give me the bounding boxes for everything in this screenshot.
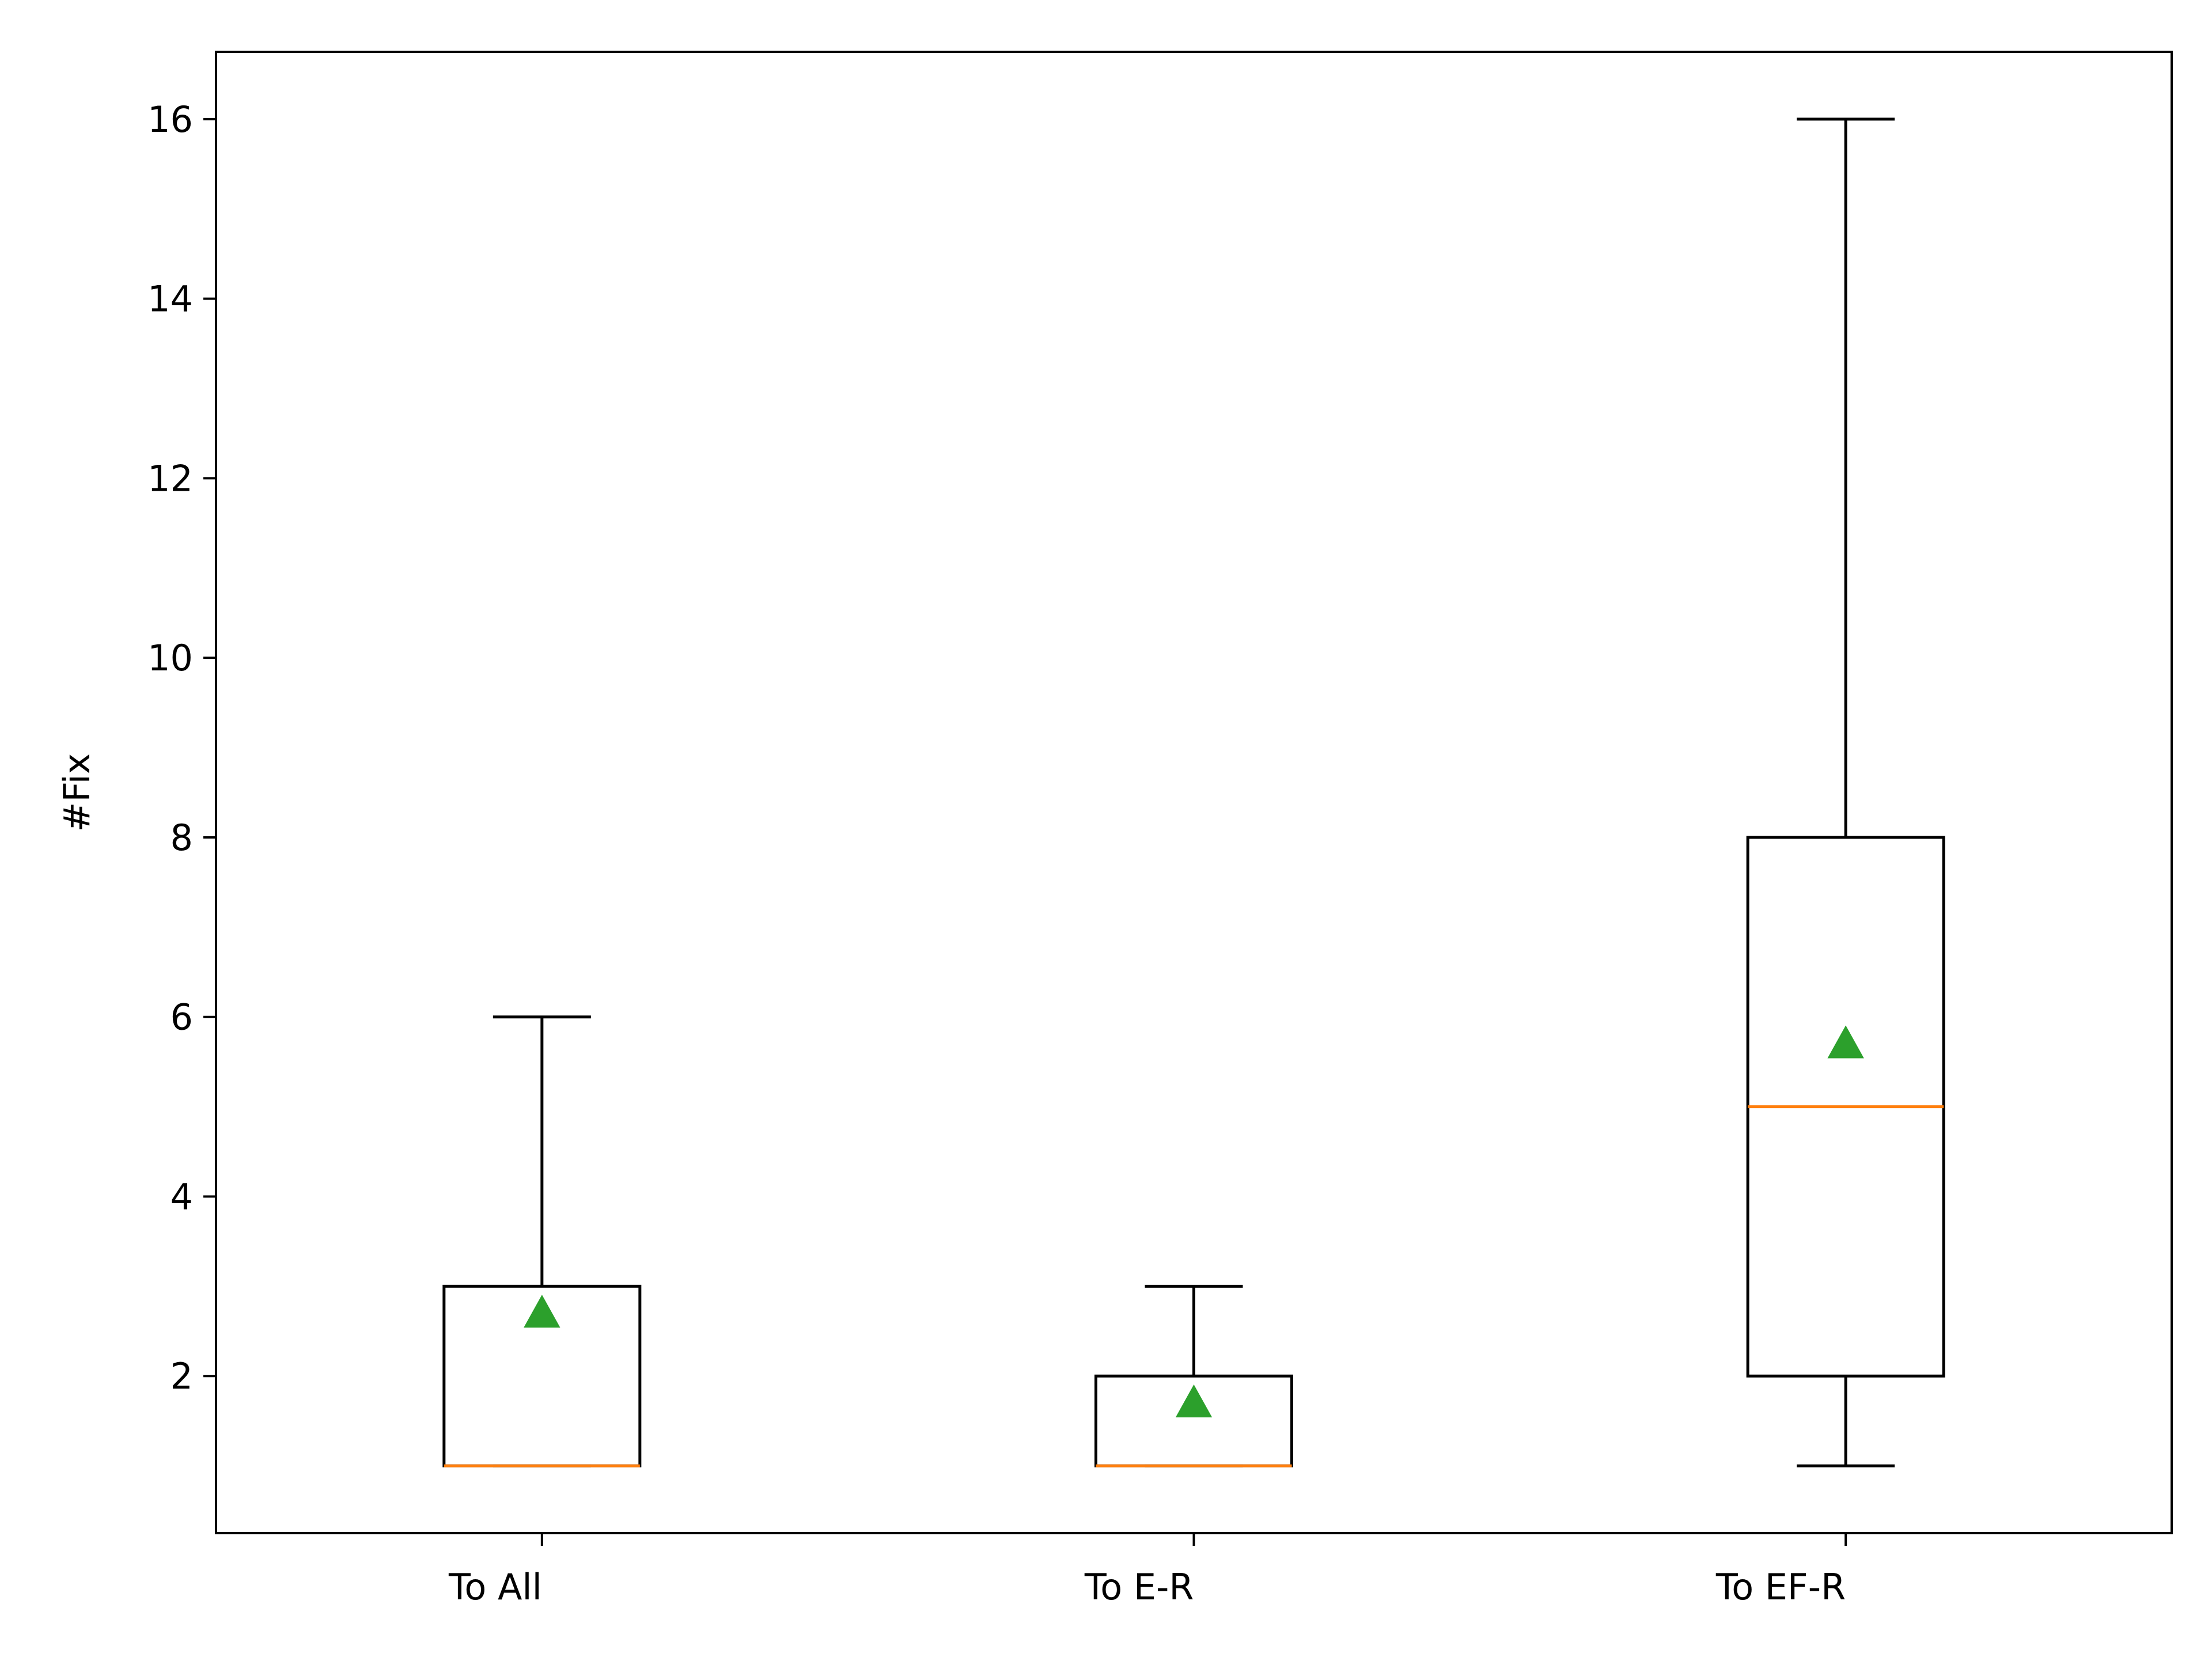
y-tick-label: 8: [171, 817, 193, 859]
x-axis-ticks: To All To E-R To EF-R: [448, 1533, 1847, 1608]
y-tick-label: 6: [171, 996, 193, 1038]
box-group: [1094, 1284, 1293, 1467]
y-tick-label: 14: [147, 278, 193, 320]
x-tick-label: To All: [448, 1566, 542, 1608]
y-tick-label: 4: [171, 1175, 193, 1218]
x-tick-label: To EF-R: [1715, 1566, 1846, 1608]
mean-marker: [1175, 1384, 1213, 1417]
y-tick-label: 12: [147, 457, 193, 499]
box-group: [442, 1015, 642, 1467]
mean-marker: [524, 1295, 560, 1328]
box-group: [1746, 117, 1945, 1467]
mean-marker: [1827, 1025, 1864, 1059]
plot-area: [442, 117, 1945, 1467]
y-tick-label: 2: [171, 1355, 193, 1397]
x-tick-label: To E-R: [1084, 1566, 1194, 1608]
y-axis-label: #Fix: [56, 753, 98, 832]
y-tick-label: 10: [147, 637, 193, 679]
y-tick-label: 16: [147, 98, 193, 141]
y-axis-ticks: 2 4 6 8 10 12 14 16: [147, 98, 216, 1397]
axes-frame: [215, 51, 2173, 1534]
